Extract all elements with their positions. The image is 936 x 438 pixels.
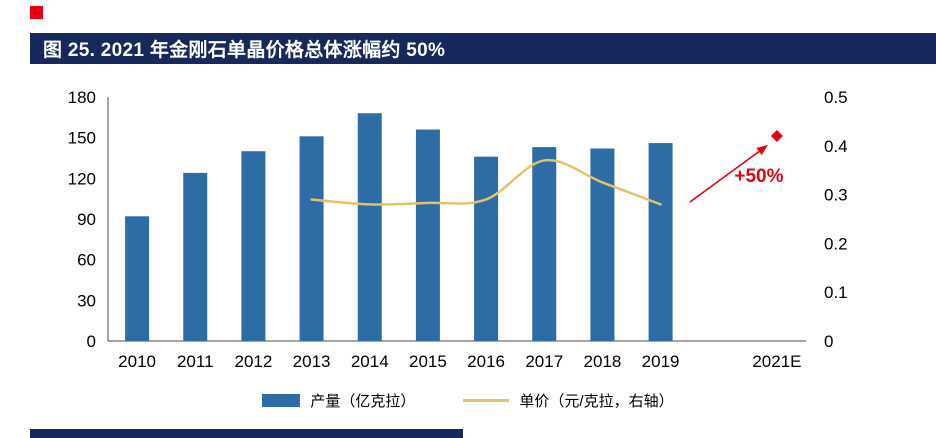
brand-red-square xyxy=(30,6,43,19)
bar-2012 xyxy=(241,151,266,341)
legend-label-price: 单价（元/克拉，右轴） xyxy=(519,393,674,410)
right-axis-tick: 0 xyxy=(824,332,833,351)
legend-label-production: 产量（亿克拉） xyxy=(310,393,416,410)
bar-2016 xyxy=(474,156,499,341)
right-axis-tick: 0.2 xyxy=(824,234,848,253)
right-axis-tick: 0.1 xyxy=(824,283,848,302)
bar-2013 xyxy=(299,136,324,341)
x-axis-label: 2013 xyxy=(293,352,331,371)
footer-bar xyxy=(30,429,463,438)
right-axis-tick: 0.3 xyxy=(824,186,848,205)
left-axis-tick: 30 xyxy=(77,291,96,310)
chart-legend: 产量（亿克拉） 单价（元/克拉，右轴） xyxy=(0,390,936,411)
x-axis-label: 2017 xyxy=(525,352,563,371)
left-axis-tick: 180 xyxy=(68,88,96,107)
bar-2019 xyxy=(648,143,673,341)
bar-2018 xyxy=(590,148,615,341)
left-axis-tick: 150 xyxy=(68,129,96,148)
left-axis-tick: 90 xyxy=(77,210,96,229)
left-axis-tick: 60 xyxy=(77,251,96,270)
forecast-marker xyxy=(770,130,783,143)
bar-2015 xyxy=(415,129,440,341)
legend-bar-swatch xyxy=(262,394,301,407)
x-axis-label: 2016 xyxy=(467,352,505,371)
right-axis-tick: 0.5 xyxy=(824,88,848,107)
x-axis-label: 2010 xyxy=(118,352,156,371)
growth-arrow xyxy=(689,150,760,203)
x-axis-label: 2018 xyxy=(584,352,622,371)
left-axis-tick: 120 xyxy=(68,169,96,188)
annotation-growth: +50% xyxy=(734,166,783,187)
x-axis-label: 2019 xyxy=(642,352,680,371)
right-axis-tick: 0.4 xyxy=(824,137,848,156)
x-axis-label: 2015 xyxy=(409,352,447,371)
legend-item-price: 单价（元/克拉，右轴） xyxy=(463,390,674,411)
legend-line-swatch xyxy=(463,399,510,402)
figure-title-bar: 图 25. 2021 年金刚石单晶价格总体涨幅约 50% xyxy=(30,33,936,64)
bar-2010 xyxy=(125,216,150,341)
chart-canvas: 0 30 60 90 120 150 180 0 0.1 0.2 0.3 0.4 0.5 2010 2011… xyxy=(68,88,848,371)
figure-title: 图 25. 2021 年金刚石单晶价格总体涨幅约 50% xyxy=(43,40,446,61)
bar-2011 xyxy=(183,172,208,341)
legend-item-production: 产量（亿克拉） xyxy=(262,390,415,411)
bar-2017 xyxy=(532,147,557,341)
growth-arrow-head xyxy=(756,145,768,156)
price-line xyxy=(310,158,662,206)
x-axis-label: 2012 xyxy=(235,352,273,371)
left-axis-tick: 0 xyxy=(87,332,96,351)
x-axis-label: 2014 xyxy=(351,352,389,371)
x-axis-label: 2021E xyxy=(752,352,801,371)
bar-2014 xyxy=(357,113,382,341)
x-axis-label: 2011 xyxy=(177,352,214,371)
